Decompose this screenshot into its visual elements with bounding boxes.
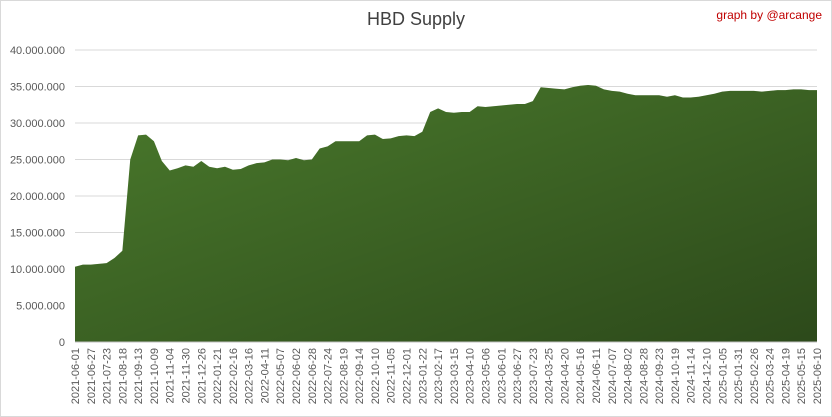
x-tick-label: 2024-08-28 [638,348,650,404]
x-tick-label: 2021-06-27 [86,348,98,404]
x-tick-label: 2024-07-07 [607,348,619,404]
x-tick-label: 2025-04-19 [780,348,792,404]
x-tick-label: 2025-03-24 [765,348,777,404]
x-tick-label: 2022-11-05 [386,348,398,403]
x-tick-label: 2022-06-28 [307,348,319,404]
x-tick-label: 2021-11-30 [181,348,193,403]
x-tick-label: 2022-10-10 [370,348,382,404]
x-tick-label: 2025-02-26 [749,348,761,404]
x-tick-label: 2022-03-16 [244,348,256,404]
x-tick-label: 2023-07-23 [528,348,540,404]
x-tick-label: 2025-05-15 [796,348,808,404]
x-tick-label: 2024-12-10 [701,348,713,404]
x-tick-label: 2024-06-11 [591,348,603,403]
x-tick-label: 2021-12-26 [196,348,208,404]
x-tick-label: 2023-05-06 [480,348,492,404]
x-tick-label: 2021-08-18 [117,348,129,404]
annotation: graph by @arcange [716,8,822,22]
x-tick-label: 2023-06-27 [512,348,524,404]
x-tick-label: 2022-12-01 [402,348,414,404]
x-tick-label: 2021-06-01 [70,348,82,404]
y-tick-label: 5.000.000 [16,301,65,313]
y-tick-label: 10.000.000 [10,264,65,276]
x-tick-label: 2021-10-09 [149,348,161,404]
x-tick-label: 2022-02-16 [228,348,240,404]
x-tick-label: 2024-09-23 [654,348,666,404]
x-tick-label: 2023-06-01 [496,348,508,404]
x-tick-label: 2023-03-15 [449,348,461,404]
x-tick-label: 2024-11-14 [686,348,698,403]
y-tick-label: 15.000.000 [10,228,65,240]
y-tick-label: 20.000.000 [10,191,65,203]
x-tick-label: 2022-04-11 [259,348,271,403]
x-tick-label: 2023-02-17 [433,348,445,404]
x-tick-label: 2023-01-22 [417,348,429,404]
x-tick-label: 2022-06-02 [291,348,303,404]
x-tick-label: 2022-01-21 [212,348,224,404]
x-tick-label: 2022-05-07 [275,348,287,404]
x-tick-label: 2021-09-13 [133,348,145,404]
x-tick-label: 2024-04-20 [559,348,571,404]
x-tick-label: 2025-06-10 [812,348,824,404]
x-tick-label: 2021-07-23 [102,348,114,404]
x-tick-label: 2025-01-05 [717,348,729,404]
x-tick-label: 2024-10-19 [670,348,682,404]
x-tick-label: 2024-03-25 [544,348,556,404]
chart-title: HBD Supply [367,9,465,29]
y-tick-label: 0 [59,337,65,349]
y-tick-label: 40.000.000 [10,45,65,57]
x-tick-label: 2023-04-10 [465,348,477,404]
x-tick-label: 2022-08-19 [338,348,350,404]
x-tick-label: 2024-05-16 [575,348,587,404]
y-tick-label: 35.000.000 [10,82,65,94]
x-tick-label: 2024-08-02 [623,348,635,404]
x-tick-label: 2025-01-31 [733,348,745,404]
y-tick-label: 30.000.000 [10,118,65,130]
y-tick-label: 25.000.000 [10,155,65,167]
x-tick-label: 2022-07-24 [323,348,335,404]
x-tick-label: 2022-09-14 [354,348,366,404]
x-tick-label: 2021-11-04 [165,348,177,403]
